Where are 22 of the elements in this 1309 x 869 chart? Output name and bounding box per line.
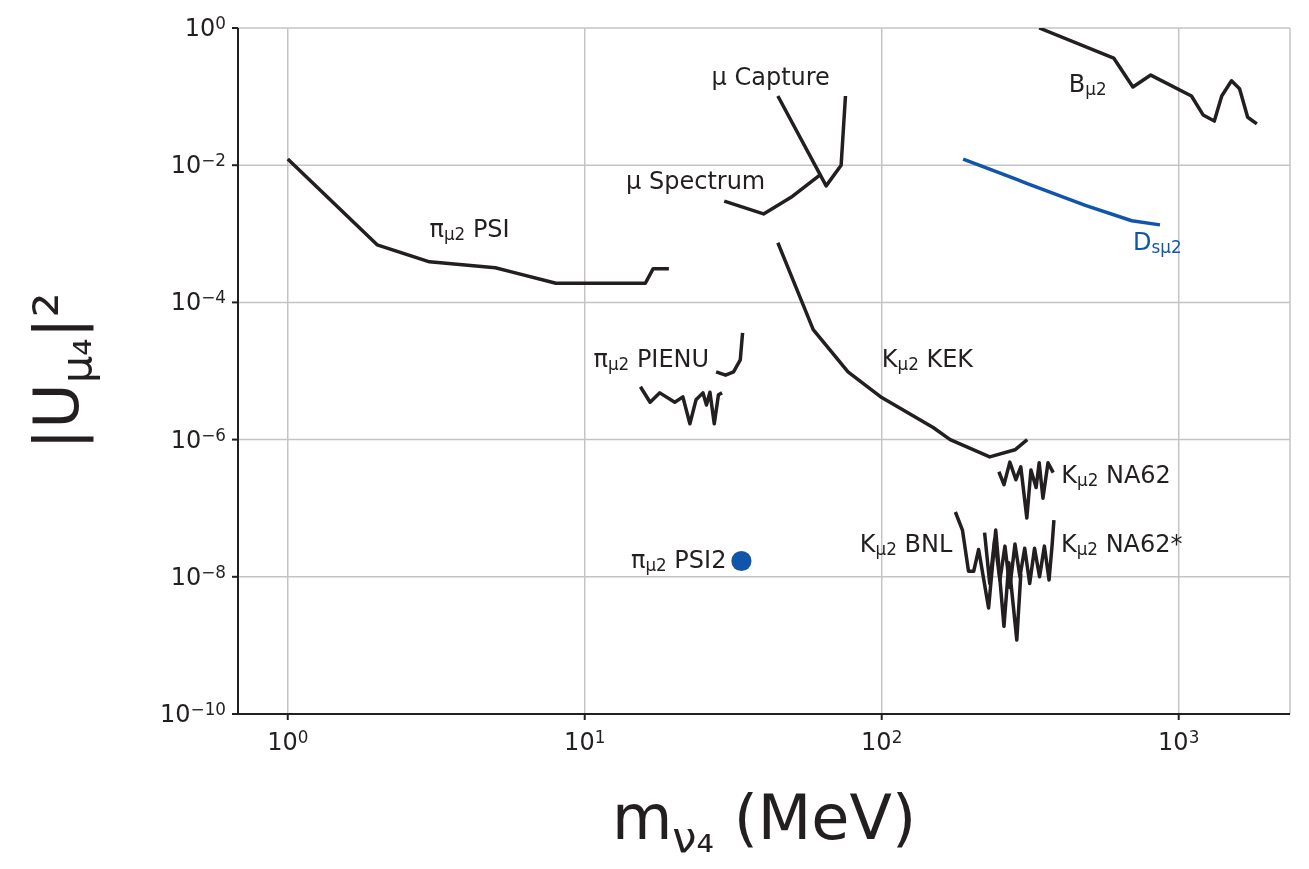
y-tick-label: 10$^{−8}$ — [170, 562, 226, 591]
series-label: K$_{μ2}$ KEK — [881, 344, 975, 374]
y-tick-label: 10$^{−2}$ — [170, 150, 226, 180]
y-tick-label: 10$^{−4}$ — [170, 287, 226, 317]
series-label: π$_{μ2}$ PSI — [429, 214, 510, 244]
x-tick-label: 10$^{2}$ — [861, 727, 903, 756]
x-tick-label: 10$^{0}$ — [267, 727, 309, 756]
annotation: π$_{μ2}$ PSI2 — [630, 545, 727, 576]
series-label: π$_{μ2}$ PIENU — [593, 344, 710, 374]
series-label: μ Spectrum — [626, 167, 766, 196]
series-label: K$_{μ2}$ BNL — [859, 530, 953, 560]
x-tick-label: 10$^{3}$ — [1158, 727, 1200, 756]
y-tick-label: 10$^{0}$ — [184, 13, 226, 42]
series-label: B$_{μ2}$ — [1068, 70, 1107, 100]
x-tick-label: 10$^{1}$ — [564, 727, 606, 756]
y-tick-label: 10$^{−6}$ — [170, 424, 226, 454]
series-label: K$_{μ2}$ NA62* — [1060, 530, 1183, 560]
series-label: D$_{sμ2}$ — [1133, 227, 1182, 257]
series-label: μ Capture — [711, 63, 830, 92]
y-tick-label: 10$^{−10}$ — [160, 699, 226, 728]
series-label: K$_{μ2}$ NA62 — [1061, 460, 1171, 490]
x-axis-title: m$_{ν₄}$ (MeV) — [611, 781, 917, 862]
